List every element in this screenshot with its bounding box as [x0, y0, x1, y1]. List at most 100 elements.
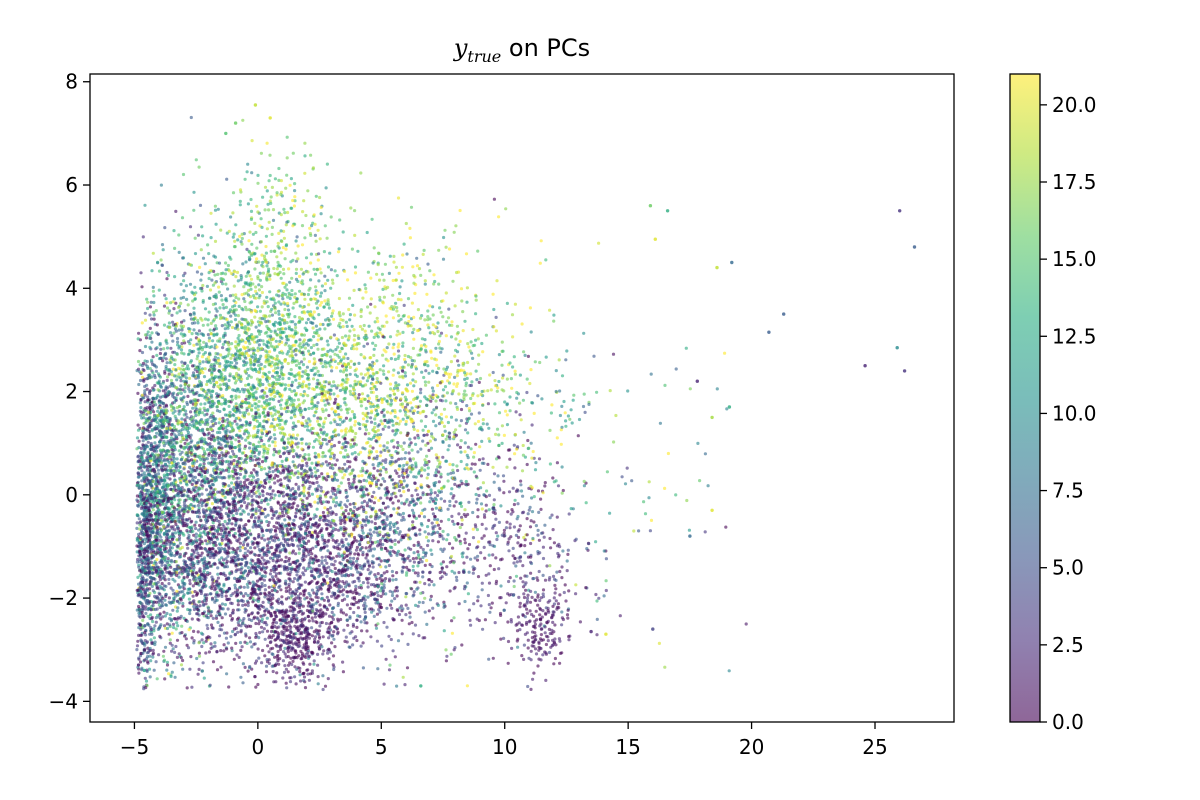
scatter-point: [148, 367, 152, 371]
scatter-point: [333, 269, 337, 273]
scatter-point: [228, 414, 232, 418]
scatter-point: [162, 402, 166, 406]
scatter-point: [178, 309, 182, 313]
scatter-point: [278, 351, 282, 355]
scatter-point: [325, 339, 329, 343]
scatter-point: [214, 421, 218, 426]
scatter-point: [230, 522, 234, 526]
scatter-point: [258, 421, 262, 426]
scatter-point: [226, 287, 230, 291]
scatter-point: [247, 239, 251, 243]
scatter-point: [221, 303, 225, 307]
scatter-point: [162, 347, 166, 351]
scatter-point: [151, 603, 155, 608]
scatter-point: [235, 270, 240, 274]
scatter-point: [163, 485, 168, 489]
scatter-point: [177, 468, 181, 473]
scatter-point: [220, 402, 224, 406]
scatter-point: [213, 295, 217, 299]
scatter-point: [163, 479, 167, 483]
scatter-point: [214, 315, 218, 319]
scatter-point: [172, 457, 176, 461]
scatter-point: [201, 661, 205, 665]
scatter-point: [178, 586, 182, 590]
scatter-point: [309, 353, 313, 357]
scatter-point: [266, 644, 270, 648]
scatter-point: [320, 336, 324, 340]
scatter-point: [232, 414, 236, 418]
scatter-point: [160, 581, 164, 586]
scatter-point: [237, 367, 241, 371]
scatter-point: [198, 286, 203, 291]
scatter-point: [353, 233, 357, 237]
scatter-point: [279, 418, 283, 422]
scatter-point: [246, 497, 250, 501]
scatter-point: [209, 332, 213, 336]
scatter-point: [151, 289, 155, 293]
scatter-point: [135, 436, 140, 440]
scatter-point: [249, 532, 253, 536]
scatter-point: [226, 311, 230, 315]
scatter-point: [194, 331, 198, 335]
scatter-point: [271, 296, 275, 300]
scatter-point: [247, 354, 251, 358]
scatter-point: [225, 317, 229, 322]
scatter-point: [317, 279, 321, 283]
scatter-point: [154, 365, 158, 369]
scatter-point: [192, 639, 196, 643]
scatter-point: [196, 630, 200, 634]
scatter-point: [251, 385, 256, 389]
scatter-point: [136, 367, 141, 371]
scatter-point: [176, 419, 180, 423]
scatter-point: [161, 359, 165, 363]
scatter-point: [246, 565, 250, 570]
scatter-point: [174, 329, 178, 333]
scatter-point: [320, 300, 324, 305]
scatter-point: [190, 519, 194, 523]
scatter-point: [224, 282, 228, 286]
scatter-point: [350, 324, 354, 328]
scatter-point: [233, 239, 237, 243]
scatter-point: [258, 378, 262, 382]
scatter-point: [197, 651, 201, 655]
scatter-point: [262, 390, 267, 394]
scatter-point: [306, 376, 310, 380]
scatter-point: [211, 339, 215, 343]
scatter-point: [204, 488, 209, 492]
scatter-point: [149, 317, 154, 321]
scatter-point: [136, 639, 140, 643]
scatter-point: [234, 295, 238, 300]
scatter-point: [158, 575, 162, 579]
scatter-point: [188, 263, 192, 267]
scatter-point: [139, 406, 143, 410]
scatter-point: [153, 512, 158, 516]
scatter-point: [270, 232, 274, 236]
scatter-point: [163, 293, 167, 297]
scatter-point: [214, 417, 218, 421]
scatter-point: [224, 268, 228, 272]
title-subscript: true: [467, 47, 501, 66]
scatter-point: [264, 360, 268, 364]
scatter-point: [197, 329, 201, 333]
scatter-point: [190, 458, 194, 462]
scatter-point: [180, 631, 184, 635]
scatter-point: [323, 327, 327, 331]
scatter-point: [218, 417, 222, 421]
scatter-point: [180, 579, 184, 583]
scatter-point: [213, 496, 217, 500]
scatter-point: [144, 611, 148, 616]
scatter-point: [294, 437, 298, 441]
scatter-point: [186, 430, 190, 434]
scatter-point: [175, 655, 179, 660]
scatter-point: [235, 361, 239, 365]
scatter-point: [233, 318, 238, 322]
scatter-point: [292, 403, 296, 407]
scatter-point: [263, 467, 267, 471]
scatter-point: [191, 529, 195, 533]
scatter-point: [170, 373, 174, 377]
scatter-point: [221, 368, 226, 372]
scatter-point: [202, 352, 206, 356]
scatter-point: [180, 457, 184, 461]
scatter-point: [190, 290, 194, 294]
scatter-point: [272, 324, 277, 328]
